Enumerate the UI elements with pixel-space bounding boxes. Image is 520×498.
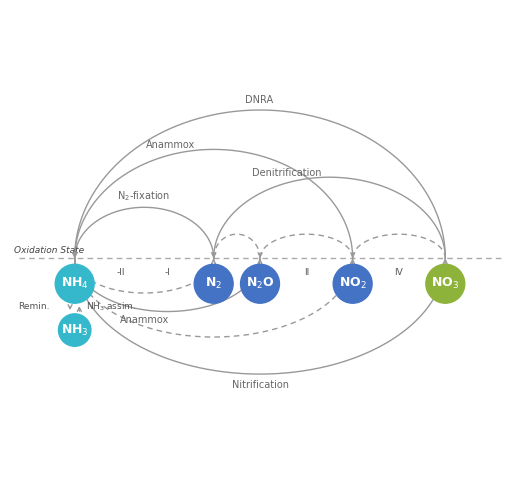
Text: 0: 0: [211, 268, 216, 277]
Text: I: I: [258, 268, 262, 277]
Circle shape: [58, 314, 91, 346]
Text: III: III: [349, 268, 357, 277]
Circle shape: [426, 264, 465, 303]
Circle shape: [241, 264, 279, 303]
Text: V: V: [442, 268, 448, 277]
Text: Oxidation State: Oxidation State: [15, 246, 85, 254]
Text: -III: -III: [69, 268, 80, 277]
Text: NH$_3$ assim.: NH$_3$ assim.: [86, 301, 137, 313]
Text: -I: -I: [164, 268, 170, 277]
Text: NO$_2$: NO$_2$: [339, 276, 367, 291]
Text: II: II: [304, 268, 309, 277]
Text: Denitrification: Denitrification: [252, 168, 321, 178]
Text: NO$_3$: NO$_3$: [431, 276, 459, 291]
Text: NH$_3$: NH$_3$: [61, 323, 88, 338]
Text: Remin.: Remin.: [18, 302, 49, 311]
Text: Anammox: Anammox: [120, 315, 169, 326]
Text: N$_2$: N$_2$: [205, 276, 222, 291]
Text: DNRA: DNRA: [245, 96, 274, 106]
Text: -II: -II: [117, 268, 125, 277]
Text: NH$_4$: NH$_4$: [61, 276, 88, 291]
Text: Nitrification: Nitrification: [232, 379, 289, 389]
Circle shape: [333, 264, 372, 303]
Text: IV: IV: [395, 268, 404, 277]
Text: N$_2$O: N$_2$O: [246, 276, 274, 291]
Circle shape: [55, 264, 94, 303]
Text: Anammox: Anammox: [146, 140, 194, 150]
Circle shape: [194, 264, 233, 303]
Text: N$_2$-fixation: N$_2$-fixation: [117, 189, 171, 203]
